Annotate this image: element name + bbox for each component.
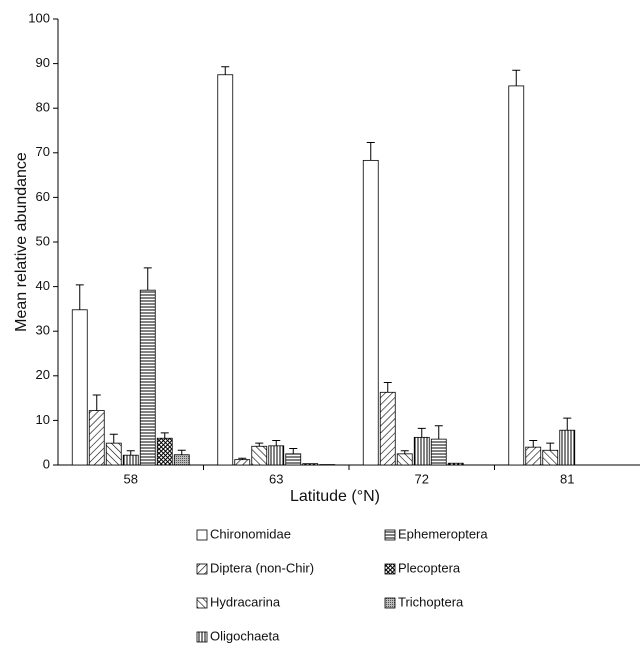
legend-swatch	[196, 529, 208, 541]
error-bar	[366, 142, 375, 161]
legend-label: Trichoptera	[398, 594, 464, 609]
legend-swatch	[196, 563, 208, 575]
bar	[413, 436, 430, 466]
error-bar	[546, 442, 555, 451]
bar	[122, 454, 139, 466]
error-bar	[272, 439, 281, 446]
bar	[379, 391, 396, 466]
error-bar	[255, 442, 264, 447]
legend-swatch	[384, 529, 396, 541]
y-tick-label: 50	[36, 233, 50, 248]
x-tick-label: 72	[415, 471, 429, 486]
error-bar	[75, 284, 84, 310]
y-axis-title: Mean relative abundance	[13, 152, 30, 332]
bar	[396, 453, 413, 466]
bar	[251, 445, 268, 466]
error-bar	[143, 267, 152, 291]
bar	[268, 445, 285, 466]
error-bar	[289, 447, 298, 454]
bar	[173, 454, 190, 466]
y-tick-label: 60	[36, 189, 50, 204]
y-tick-label: 40	[36, 278, 50, 293]
bar	[139, 289, 156, 466]
legend-label: Ephemeroptera	[398, 526, 488, 541]
bar	[559, 429, 576, 466]
x-axis-title: Latitude (°N)	[290, 488, 380, 505]
x-tick-label: 58	[124, 471, 138, 486]
bar	[71, 309, 88, 466]
x-tick-label: 63	[269, 471, 283, 486]
bar	[285, 453, 302, 466]
bar	[362, 159, 379, 466]
y-tick-label: 90	[36, 55, 50, 70]
y-tick-label: 70	[36, 144, 50, 159]
legend-label: Oligochaeta	[210, 628, 280, 643]
legend-label: Chironomidae	[210, 526, 291, 541]
error-bar	[563, 417, 572, 431]
bar	[217, 74, 234, 466]
error-bar	[160, 432, 169, 439]
legend-label: Hydracarina	[210, 594, 281, 609]
error-bar	[177, 449, 186, 455]
legend-swatch	[384, 597, 396, 609]
y-tick-label: 0	[43, 456, 50, 471]
error-bar	[434, 425, 443, 440]
error-bar	[126, 450, 135, 456]
y-tick-label: 10	[36, 412, 50, 427]
bar	[508, 85, 525, 466]
bar	[525, 446, 542, 466]
bar	[542, 449, 559, 466]
legend-label: Diptera (non-Chir)	[210, 560, 314, 575]
legend-swatch	[196, 631, 208, 643]
y-tick-label: 80	[36, 100, 50, 115]
bar	[302, 463, 319, 466]
error-bar	[400, 450, 409, 454]
error-bar	[417, 427, 426, 438]
error-bar	[512, 69, 521, 86]
bar	[430, 438, 447, 466]
error-bar	[109, 433, 118, 444]
bar	[105, 442, 122, 466]
error-bar	[221, 66, 230, 75]
legend-label: Plecoptera	[398, 560, 461, 575]
error-bar	[383, 381, 392, 393]
bar	[234, 459, 251, 466]
error-bar	[238, 457, 247, 460]
y-tick-label: 100	[28, 10, 50, 25]
y-tick-label: 30	[36, 323, 50, 338]
error-bar	[529, 439, 538, 448]
legend-swatch	[384, 563, 396, 575]
bar	[88, 410, 105, 466]
bar	[156, 437, 173, 466]
legend-swatch	[196, 597, 208, 609]
y-tick-label: 20	[36, 367, 50, 382]
error-bar	[92, 394, 101, 411]
x-tick-label: 81	[560, 471, 574, 486]
bar	[447, 462, 464, 466]
